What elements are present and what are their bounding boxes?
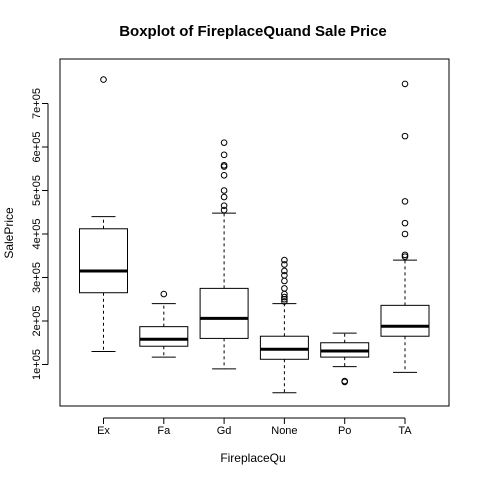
outlier-point <box>281 298 288 305</box>
x-tick-label: None <box>271 425 297 437</box>
outlier-point <box>220 193 228 201</box>
outlier-point <box>220 161 228 169</box>
outlier-point <box>401 198 409 205</box>
outlier-point <box>281 293 288 301</box>
box-gd <box>199 139 249 370</box>
outlier-point <box>281 261 288 268</box>
outlier-point <box>220 202 228 210</box>
y-tick-label: 3e+05 <box>31 262 43 293</box>
y-tick-label: 5e+05 <box>31 175 43 206</box>
outlier-point <box>220 206 228 214</box>
outlier-point <box>220 151 228 159</box>
outlier-point <box>160 290 168 298</box>
x-axis: Ex Fa Gd None Po TA <box>97 417 412 437</box>
box-ta <box>380 80 430 373</box>
box-po <box>320 332 370 386</box>
plot-frame <box>59 58 450 407</box>
y-tick-label: 7e+05 <box>31 88 43 119</box>
outlier-point <box>220 171 228 179</box>
iqr-box <box>199 287 249 339</box>
outlier-point <box>281 277 288 285</box>
outlier-point <box>100 76 107 83</box>
outlier-point <box>220 139 228 146</box>
box-none <box>259 256 309 394</box>
outlier-point <box>281 256 288 264</box>
iqr-box <box>259 335 309 360</box>
x-axis-label: FireplaceQu <box>220 451 285 465</box>
y-tick-label: 2e+05 <box>31 306 43 337</box>
boxes-group <box>79 76 430 394</box>
outlier-point <box>281 272 288 279</box>
outlier-point <box>281 285 288 292</box>
x-tick-label: Po <box>338 425 351 437</box>
x-tick-label: Fa <box>157 425 171 437</box>
outlier-point <box>401 132 409 140</box>
iqr-box <box>79 228 128 294</box>
x-tick-label: Gd <box>217 425 232 437</box>
outlier-point <box>281 267 288 275</box>
outlier-point <box>220 187 228 194</box>
iqr-box <box>380 304 430 337</box>
y-axis: 1e+05 2e+05 3e+05 4e+05 5e+05 6e+05 7e+05 <box>31 88 49 380</box>
x-tick-label: Ex <box>97 425 110 437</box>
y-axis-label: SalePrice <box>2 207 16 259</box>
box-ex <box>79 76 128 352</box>
outlier-point <box>401 219 409 227</box>
outlier-point <box>401 80 409 88</box>
x-tick-label: TA <box>398 425 412 437</box>
y-tick-label: 1e+05 <box>31 349 43 380</box>
outlier-point <box>341 377 349 385</box>
y-tick-label: 4e+05 <box>31 219 43 250</box>
chart-title: Boxplot of FireplaceQuand Sale Price <box>119 23 387 40</box>
y-tick-label: 6e+05 <box>31 132 43 163</box>
outlier-point <box>401 251 409 259</box>
box-fa <box>139 290 189 358</box>
outlier-point <box>401 230 409 238</box>
iqr-box <box>139 326 189 347</box>
